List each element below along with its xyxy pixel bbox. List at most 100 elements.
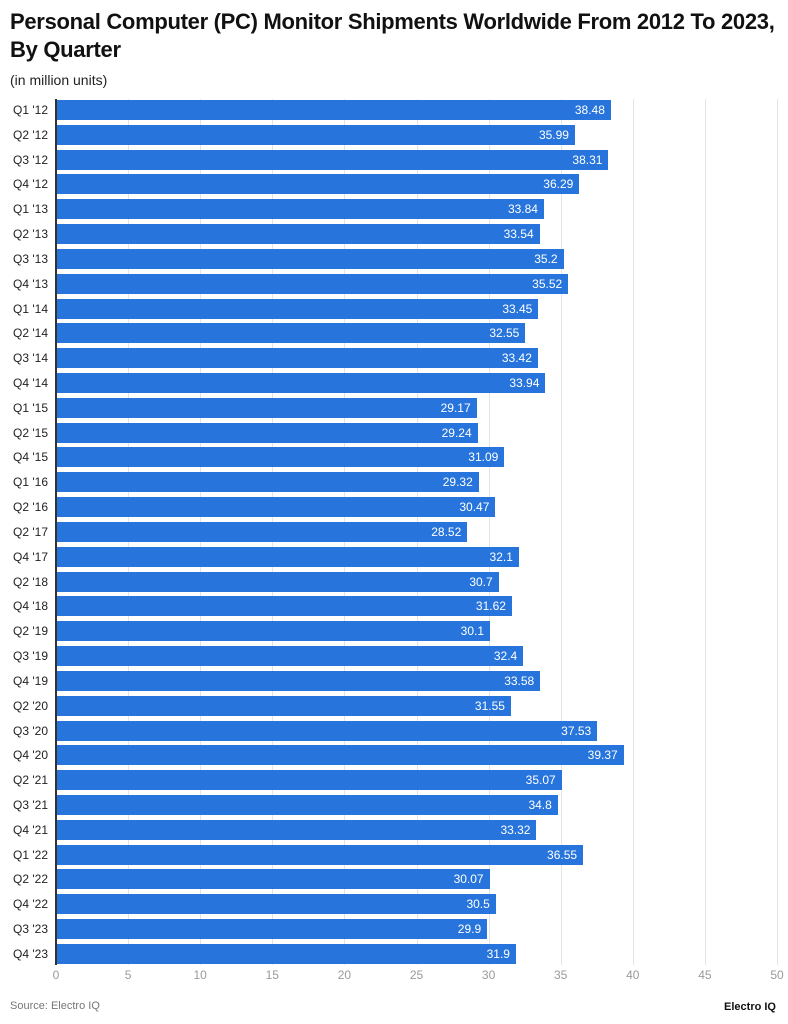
bar-value-label: 36.29 [543,177,574,192]
bar-row: Q2 '22 30.07 [13,869,777,890]
bar-row: Q4 '15 31.09 [13,447,777,468]
bar[interactable]: 30.1 [56,621,491,642]
bar-row: Q4 '20 39.37 [13,745,777,766]
category-label: Q1 '12 [13,103,48,117]
bar-value-label: 33.84 [507,202,538,217]
bar[interactable]: 30.47 [56,497,496,518]
bar-value-label: 32.4 [493,649,518,664]
bar-value-label: 35.52 [532,276,563,291]
bar-row: Q2 '13 33.54 [13,224,777,245]
bar-value-label: 31.55 [474,698,505,713]
bar[interactable]: 29.24 [56,422,478,443]
bar-value-label: 30.1 [460,624,485,639]
gridline [560,99,562,965]
x-tick-label: 30 [481,968,496,982]
bar-value-label: 30.07 [453,872,484,887]
bar-row: Q1 '12 38.48 [13,100,777,120]
bar[interactable]: 31.9 [56,943,516,964]
bar-row: Q3 '21 34.8 [13,794,777,815]
bar[interactable]: 29.9 [56,919,488,940]
bar-row: Q4 '22 30.5 [13,894,777,915]
bar-row: Q4 '23 31.9 [13,943,777,964]
x-tick-label: 0 [52,968,60,982]
bar[interactable]: 29.32 [56,472,479,493]
bar[interactable]: 33.54 [56,224,540,245]
bar-value-label: 35.07 [525,773,556,788]
bar-value-label: 29.32 [442,475,473,490]
category-label: Q3 '19 [13,649,48,664]
bar-value-label: 33.42 [501,351,532,366]
bar-row: Q3 '14 33.42 [13,348,777,369]
bar[interactable]: 38.31 [56,149,609,170]
category-label: Q1 '16 [13,475,48,490]
bar-row: Q1 '13 33.84 [13,199,777,220]
x-tick-label: 15 [265,968,279,982]
bar[interactable]: 32.55 [56,323,526,344]
bar[interactable]: 32.1 [56,546,519,567]
chart-title: Personal Computer (PC) Monitor Shipments… [10,9,775,62]
bar[interactable]: 30.7 [56,571,499,592]
bar-row: Q2 '19 30.1 [13,621,777,642]
category-label: Q2 '22 [13,872,48,887]
category-label: Q3 '20 [13,723,48,738]
bar[interactable]: 36.55 [56,844,584,865]
bar[interactable]: 33.84 [56,199,544,220]
bar[interactable]: 34.8 [56,794,558,815]
bar-value-label: 33.45 [502,301,533,316]
bar-row: Q4 '14 33.94 [13,373,777,394]
bar-row: Q4 '18 31.62 [13,596,777,617]
category-label: Q2 '14 [13,326,48,341]
bar-row: Q3 '23 29.9 [13,919,777,940]
bar-value-label: 33.32 [500,822,531,837]
bar[interactable]: 31.62 [56,596,512,617]
chart-subtitle: (in million units) [10,72,108,88]
category-label: Q4 '20 [13,748,48,763]
category-label: Q2 '18 [13,574,48,589]
bar[interactable]: 35.2 [56,248,564,269]
bar[interactable]: 33.32 [56,819,537,840]
bar[interactable]: 31.09 [56,447,505,468]
bar-value-label: 38.48 [574,103,605,117]
bar[interactable]: 33.42 [56,348,538,369]
x-tick-label: 20 [337,968,352,982]
category-label: Q1 '14 [13,301,48,316]
bar-value-label: 32.1 [489,549,513,564]
bar-row: Q1 '14 33.45 [13,298,777,319]
x-tick-label: 5 [124,968,132,982]
bar-row: Q1 '22 36.55 [13,844,777,865]
bar[interactable]: 31.55 [56,695,511,716]
category-label: Q4 '18 [13,599,48,614]
bar-value-label: 38.31 [572,152,603,167]
bar[interactable]: 33.58 [56,670,541,691]
category-label: Q1 '13 [13,202,48,217]
brand-logo: Electro IQ [724,1001,776,1013]
bar[interactable]: 29.17 [56,397,477,418]
bar[interactable]: 39.37 [56,745,624,766]
bar[interactable]: 35.07 [56,770,562,791]
bar-row: Q2 '15 29.24 [13,422,777,443]
bar[interactable]: 30.07 [56,869,490,890]
category-label: Q4 '15 [13,450,48,465]
category-label: Q2 '16 [13,500,48,515]
gridline [488,99,490,965]
category-label: Q2 '17 [13,524,48,539]
category-label: Q3 '23 [13,922,48,937]
bar[interactable]: 33.94 [56,373,546,394]
category-label: Q2 '19 [13,624,48,639]
bar[interactable]: 36.29 [56,174,580,195]
bar[interactable]: 35.99 [56,124,575,145]
bar[interactable]: 30.5 [56,894,496,915]
bar-row: Q1 '15 29.17 [13,397,777,418]
category-label: Q1 '22 [13,847,48,862]
bar-value-label: 28.52 [431,524,462,539]
category-label: Q4 '17 [13,549,48,564]
bar[interactable]: 32.4 [56,646,524,667]
bar-row: Q4 '13 35.52 [13,273,777,294]
bar[interactable]: 38.48 [56,100,611,120]
bar[interactable]: 28.52 [56,521,468,542]
category-label: Q4 '21 [13,822,48,837]
bar[interactable]: 37.53 [56,720,598,741]
bar[interactable]: 35.52 [56,273,569,294]
bar[interactable]: 33.45 [56,298,539,319]
x-tick-label: 45 [698,968,712,982]
